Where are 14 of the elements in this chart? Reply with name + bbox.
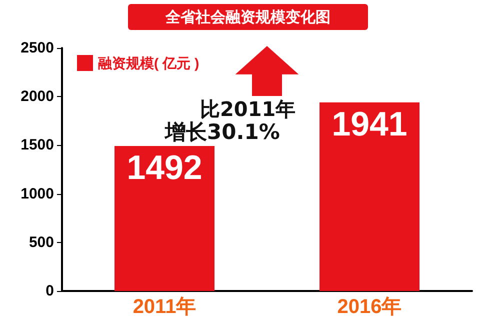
y-tick-label: 500 (28, 234, 54, 251)
y-tick-label: 1500 (20, 136, 54, 154)
legend-label: 融资规模( 亿元 ) (98, 55, 200, 71)
y-tick-label: 2000 (20, 88, 54, 106)
annotation: 增长30.1% (165, 120, 280, 144)
y-tick-label: 0 (46, 282, 54, 300)
data-label: 1941 (332, 105, 408, 144)
annotation: 比2011年 (200, 97, 296, 121)
x-tick-label: 2011年 (132, 296, 196, 318)
chart-title: 全省社会融资规模变化图 (128, 4, 368, 30)
y-tick-label: 2500 (20, 40, 54, 56)
data-label: 1492 (126, 148, 202, 187)
x-tick-label: 2016年 (337, 296, 402, 318)
y-tick-label: 1000 (20, 185, 54, 202)
